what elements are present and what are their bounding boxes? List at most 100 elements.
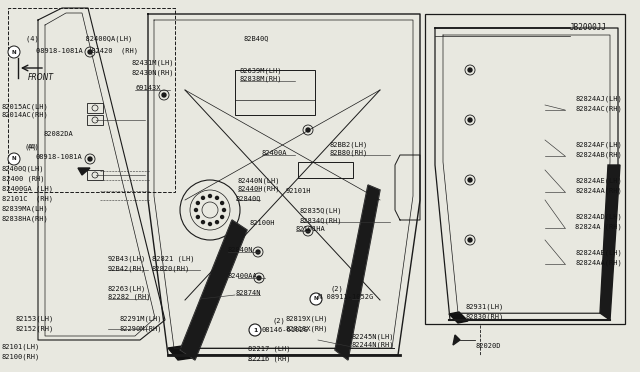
Circle shape bbox=[209, 222, 211, 225]
Text: 82824AD(LH): 82824AD(LH) bbox=[575, 214, 621, 221]
Circle shape bbox=[8, 153, 20, 165]
Bar bbox=[87, 170, 103, 180]
Text: 82834Q(RH): 82834Q(RH) bbox=[300, 217, 342, 224]
Text: 82431M(LH): 82431M(LH) bbox=[132, 59, 175, 65]
Circle shape bbox=[306, 128, 310, 132]
Text: N: N bbox=[314, 296, 318, 301]
Circle shape bbox=[8, 46, 20, 58]
Circle shape bbox=[202, 221, 205, 224]
Polygon shape bbox=[180, 220, 247, 360]
Text: 82835Q(LH): 82835Q(LH) bbox=[300, 208, 342, 215]
Polygon shape bbox=[453, 335, 460, 345]
Text: 82290M(RH): 82290M(RH) bbox=[120, 325, 163, 331]
Text: 82B40Q: 82B40Q bbox=[243, 35, 269, 41]
Text: 82820(RH): 82820(RH) bbox=[152, 265, 190, 272]
Text: 82931(LH): 82931(LH) bbox=[465, 304, 503, 311]
Text: 82400A: 82400A bbox=[262, 150, 287, 156]
Circle shape bbox=[162, 93, 166, 97]
Text: 69143X: 69143X bbox=[135, 85, 161, 91]
Bar bbox=[235, 70, 315, 115]
Text: N: N bbox=[12, 157, 16, 161]
Text: 82400 (RH): 82400 (RH) bbox=[2, 175, 45, 182]
Bar bbox=[298, 162, 353, 178]
Circle shape bbox=[310, 293, 322, 305]
Text: N: N bbox=[12, 49, 16, 55]
Circle shape bbox=[306, 229, 310, 233]
Circle shape bbox=[256, 250, 260, 254]
Text: 82082DA: 82082DA bbox=[44, 131, 74, 137]
Text: 82245N(LH): 82245N(LH) bbox=[352, 333, 394, 340]
Text: 82B80(RH): 82B80(RH) bbox=[330, 150, 368, 157]
Text: 82840N: 82840N bbox=[228, 247, 253, 253]
Text: 82824AC(RH): 82824AC(RH) bbox=[575, 105, 621, 112]
Text: 82819X(LH): 82819X(LH) bbox=[286, 316, 328, 323]
Text: 82216 (RH): 82216 (RH) bbox=[248, 355, 291, 362]
Text: 82400GA (LH): 82400GA (LH) bbox=[2, 186, 53, 192]
Circle shape bbox=[216, 221, 218, 224]
Text: 08918-1081A: 08918-1081A bbox=[36, 154, 83, 160]
Text: 82440H(RH): 82440H(RH) bbox=[238, 186, 280, 192]
Text: 82824AJ(LH): 82824AJ(LH) bbox=[575, 96, 621, 103]
Text: 82838HA(RH): 82838HA(RH) bbox=[2, 215, 49, 221]
Circle shape bbox=[257, 276, 261, 280]
Text: 82824AE(LH): 82824AE(LH) bbox=[575, 178, 621, 185]
Circle shape bbox=[196, 202, 200, 205]
Text: 82153(LH): 82153(LH) bbox=[15, 316, 53, 323]
Text: 82100(RH): 82100(RH) bbox=[2, 353, 40, 359]
Text: 82818X(RH): 82818X(RH) bbox=[286, 325, 328, 331]
Circle shape bbox=[468, 178, 472, 182]
Circle shape bbox=[221, 202, 223, 205]
Text: 82101HA: 82101HA bbox=[296, 226, 326, 232]
Text: N 08911-1052G: N 08911-1052G bbox=[318, 294, 373, 300]
Text: 82BB2(LH): 82BB2(LH) bbox=[330, 141, 368, 148]
Text: 82440N(LH): 82440N(LH) bbox=[238, 177, 280, 183]
Text: 82838M(RH): 82838M(RH) bbox=[240, 76, 282, 83]
Text: 82874N: 82874N bbox=[236, 290, 262, 296]
Circle shape bbox=[196, 215, 200, 218]
Text: 82824AA(RH): 82824AA(RH) bbox=[575, 259, 621, 266]
Text: 82400AA: 82400AA bbox=[228, 273, 258, 279]
Text: 82824AE(LH): 82824AE(LH) bbox=[575, 250, 621, 257]
Text: 82263(LH): 82263(LH) bbox=[108, 285, 147, 292]
Text: 82291M(LH): 82291M(LH) bbox=[120, 316, 163, 323]
Text: 82152(RH): 82152(RH) bbox=[15, 325, 53, 331]
Text: FRONT: FRONT bbox=[28, 73, 54, 81]
Polygon shape bbox=[449, 312, 468, 323]
Text: 92B42(RH): 92B42(RH) bbox=[108, 265, 147, 272]
Circle shape bbox=[468, 68, 472, 72]
Text: 82840Q: 82840Q bbox=[236, 195, 262, 201]
Text: 82020D: 82020D bbox=[475, 343, 500, 349]
Text: 92101H: 92101H bbox=[286, 188, 312, 194]
Circle shape bbox=[209, 195, 211, 198]
Polygon shape bbox=[335, 185, 380, 360]
Bar bbox=[8, 8, 175, 192]
Text: 82282 (RH): 82282 (RH) bbox=[108, 294, 150, 301]
Text: JB2000JJ: JB2000JJ bbox=[570, 22, 607, 32]
Text: 82824A (RH): 82824A (RH) bbox=[575, 223, 621, 230]
Text: 82821 (LH): 82821 (LH) bbox=[152, 256, 195, 263]
Text: 82101C  (RH): 82101C (RH) bbox=[2, 195, 53, 202]
Text: 82217 (LH): 82217 (LH) bbox=[248, 346, 291, 353]
Bar bbox=[87, 103, 103, 113]
Polygon shape bbox=[600, 165, 620, 320]
Text: 82400Q(LH): 82400Q(LH) bbox=[2, 166, 45, 173]
Circle shape bbox=[223, 208, 225, 212]
Text: 82639M(LH): 82639M(LH) bbox=[240, 67, 282, 74]
Text: (4)           82400QA(LH): (4) 82400QA(LH) bbox=[26, 36, 132, 42]
Text: 82101(LH): 82101(LH) bbox=[2, 344, 40, 350]
Text: 82830(RH): 82830(RH) bbox=[465, 313, 503, 320]
Text: 82014AC(RH): 82014AC(RH) bbox=[2, 112, 49, 119]
Circle shape bbox=[468, 238, 472, 242]
Text: 82430N(RH): 82430N(RH) bbox=[132, 69, 175, 76]
Circle shape bbox=[249, 324, 261, 336]
Text: 82824AB(RH): 82824AB(RH) bbox=[575, 151, 621, 157]
Circle shape bbox=[468, 118, 472, 122]
Circle shape bbox=[221, 215, 223, 218]
Text: (4): (4) bbox=[26, 143, 39, 150]
Text: (4): (4) bbox=[25, 143, 38, 150]
Bar bbox=[425, 14, 625, 324]
Text: 82824AF(LH): 82824AF(LH) bbox=[575, 142, 621, 148]
Circle shape bbox=[88, 50, 92, 54]
Text: (2): (2) bbox=[330, 285, 343, 292]
Circle shape bbox=[202, 196, 205, 199]
